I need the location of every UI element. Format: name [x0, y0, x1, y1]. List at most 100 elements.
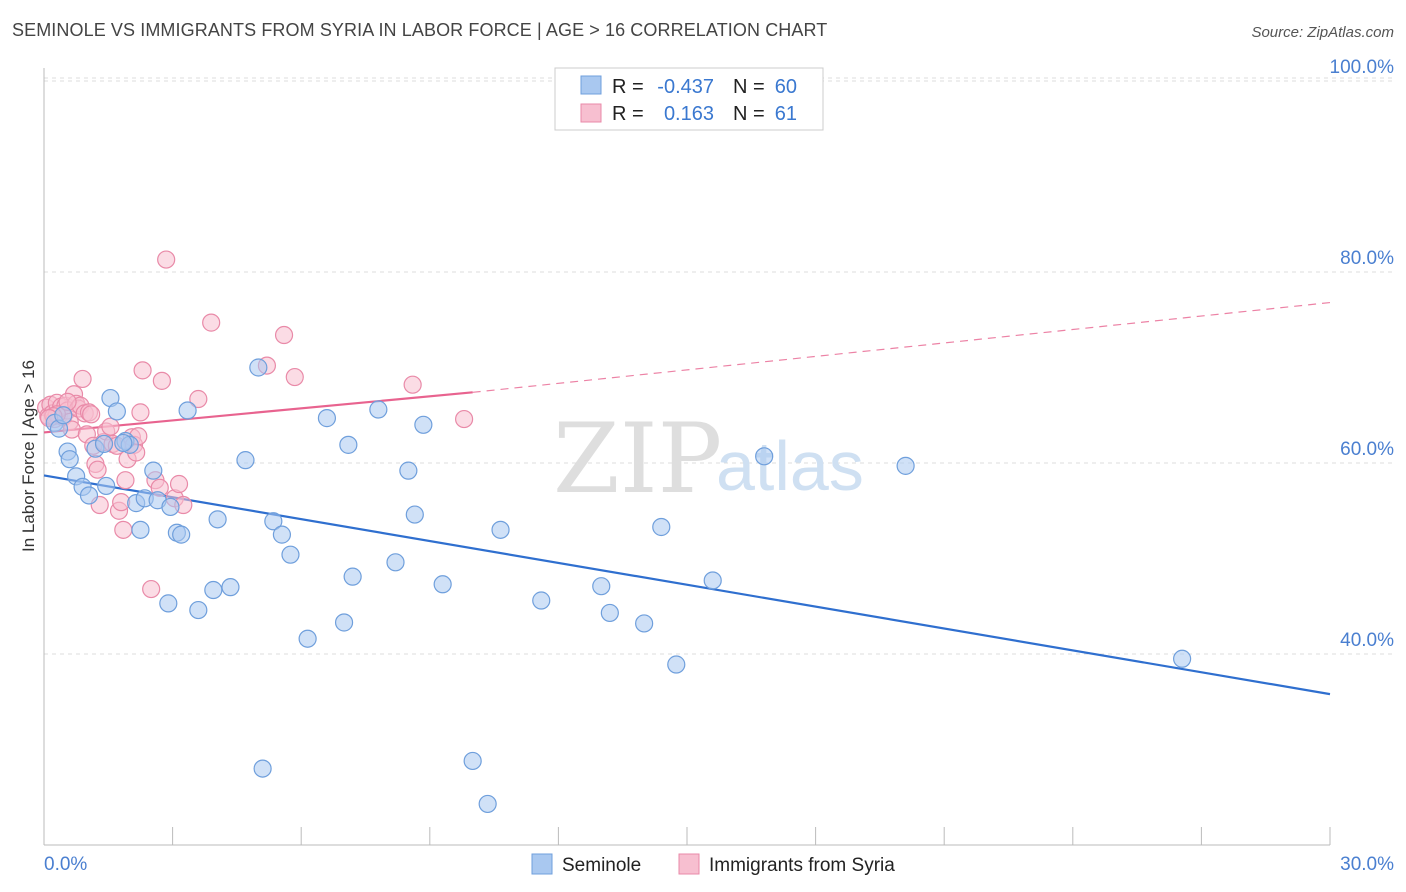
data-point-seminole	[272, 525, 292, 544]
data-point-seminole	[463, 751, 482, 771]
data-point-seminole	[703, 571, 722, 590]
data-point-syria	[112, 493, 131, 512]
data-point-seminole	[189, 600, 208, 620]
data-point-syria	[285, 367, 304, 387]
data-point-seminole	[172, 525, 191, 544]
data-point-seminole	[755, 447, 774, 466]
chart-title: SEMINOLE VS IMMIGRANTS FROM SYRIA IN LAB…	[12, 20, 828, 40]
data-point-seminole	[592, 577, 611, 596]
legend-swatch-seminole	[580, 75, 602, 95]
y-tick-label-100: 100.0%	[1330, 57, 1395, 78]
x-ticks	[43, 827, 1331, 845]
legend-r-value-syria: 0.163	[664, 103, 714, 125]
data-point-seminole	[491, 520, 510, 539]
bottom-legend-swatch-syria	[678, 853, 700, 875]
data-point-seminole	[178, 401, 197, 420]
bottom-legend: Seminole Immigrants from Syria	[531, 853, 895, 876]
data-point-seminole	[334, 613, 354, 632]
data-point-syria	[157, 250, 176, 269]
watermark-atlas: atlas	[716, 427, 864, 505]
trend-line-syria-extension	[472, 301, 1331, 393]
data-point-syria	[116, 471, 135, 490]
data-point-seminole	[405, 505, 424, 524]
data-point-seminole	[161, 497, 180, 517]
data-point-seminole	[635, 614, 654, 633]
data-point-syria	[169, 474, 189, 494]
series-seminole	[45, 358, 1192, 814]
data-point-seminole	[339, 435, 358, 454]
data-point-syria	[403, 375, 422, 394]
y-tick-label-80: 80.0%	[1340, 248, 1394, 269]
legend-n-value-syria: 61	[775, 103, 797, 125]
legend-r-label-seminole: R =	[612, 76, 644, 98]
bottom-legend-swatch-seminole	[531, 853, 553, 875]
data-point-seminole	[264, 512, 283, 531]
y-tick-label-40: 40.0%	[1340, 630, 1394, 651]
data-point-syria	[202, 313, 221, 332]
legend-n-value-seminole: 60	[775, 76, 797, 98]
data-point-syria	[142, 579, 161, 599]
data-point-seminole	[107, 402, 126, 421]
bottom-legend-label-syria: Immigrants from Syria	[709, 855, 895, 876]
data-point-syria	[101, 417, 120, 436]
legend-n-label-syria: N =	[733, 103, 765, 125]
data-point-syria	[131, 403, 150, 422]
data-point-seminole	[369, 400, 388, 419]
data-point-seminole	[131, 520, 150, 539]
data-point-syria	[73, 369, 92, 389]
legend-swatch-syria	[580, 103, 602, 123]
data-point-seminole	[114, 433, 133, 453]
series-immigrants-from-syria	[37, 250, 474, 599]
data-point-seminole	[208, 510, 227, 529]
data-point-seminole	[600, 603, 619, 623]
legend-n-label-seminole: N =	[733, 76, 765, 98]
y-tick-labels: 40.0% 60.0% 80.0% 100.0%	[1330, 57, 1395, 651]
data-point-seminole	[221, 578, 240, 597]
data-point-seminole	[386, 553, 405, 572]
data-point-seminole	[399, 461, 418, 480]
data-point-seminole	[54, 406, 73, 425]
data-point-seminole	[97, 476, 116, 496]
data-point-syria	[152, 371, 171, 390]
data-point-seminole	[414, 415, 433, 434]
data-point-seminole	[249, 358, 268, 377]
data-point-seminole	[433, 575, 452, 594]
data-point-seminole	[896, 456, 915, 475]
x-tick-label-min: 0.0%	[44, 854, 87, 875]
data-point-seminole	[60, 450, 79, 469]
x-tick-label-max: 30.0%	[1340, 854, 1394, 875]
trend-line-seminole	[43, 474, 1331, 696]
legend-box: R = -0.437 N = 60 R = 0.163 N = 61	[554, 67, 824, 131]
grid-lines	[44, 77, 1394, 655]
data-point-seminole	[281, 545, 300, 564]
data-point-seminole	[298, 629, 317, 648]
data-point-syria	[82, 405, 101, 424]
data-point-syria	[189, 389, 208, 409]
data-point-seminole	[94, 434, 114, 453]
data-point-seminole	[236, 451, 255, 470]
data-point-seminole	[204, 580, 223, 600]
data-point-syria	[114, 520, 133, 539]
data-point-seminole	[652, 517, 671, 537]
data-point-seminole	[253, 759, 272, 778]
legend-r-label-syria: R =	[612, 103, 644, 125]
data-point-seminole	[79, 486, 99, 505]
y-axis-title: In Labor Force | Age > 16	[19, 360, 38, 552]
data-point-syria	[274, 325, 294, 345]
watermark: ZIP atlas	[553, 403, 864, 515]
data-point-syria	[133, 361, 152, 380]
data-point-seminole	[1173, 649, 1192, 668]
data-point-seminole	[667, 655, 686, 674]
data-point-syria	[88, 460, 107, 479]
data-point-seminole	[144, 461, 163, 480]
source-label: Source: ZipAtlas.com	[1251, 24, 1394, 41]
bottom-legend-label-seminole: Seminole	[562, 855, 641, 876]
watermark-zip: ZIP	[553, 403, 722, 515]
data-point-seminole	[317, 409, 337, 428]
data-point-seminole	[478, 794, 497, 814]
data-point-seminole	[343, 567, 362, 586]
data-point-seminole	[532, 591, 551, 610]
legend-r-value-seminole: -0.437	[657, 76, 714, 98]
y-tick-label-60: 60.0%	[1340, 439, 1394, 460]
